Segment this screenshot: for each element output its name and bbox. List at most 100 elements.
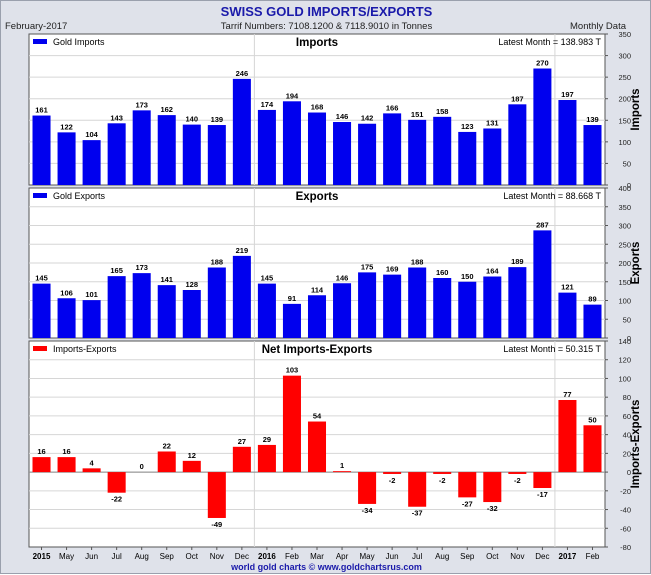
legend-label: Imports-Exports [53, 344, 117, 354]
y-tick-label: 250 [618, 73, 631, 82]
x-tick-label: Mar [310, 552, 324, 561]
data-label: 54 [313, 412, 322, 421]
bar [282, 375, 301, 473]
x-tick-label: Dec [235, 552, 249, 561]
x-tick-label: Feb [285, 552, 299, 561]
data-label: 89 [588, 295, 596, 304]
x-tick-label: Sep [460, 552, 475, 561]
bar [408, 472, 427, 507]
page-title: SWISS GOLD IMPORTS/EXPORTS [220, 4, 433, 19]
legend-swatch [33, 193, 47, 198]
data-label: 131 [486, 118, 499, 127]
data-label: 141 [160, 275, 173, 284]
bar [232, 255, 251, 338]
bar [433, 472, 452, 474]
y-tick-label: 350 [618, 30, 631, 39]
data-label: 101 [85, 290, 98, 299]
y-tick-label: 400 [618, 184, 631, 193]
bar [408, 119, 427, 185]
data-label: 50 [588, 415, 596, 424]
data-label: 169 [386, 265, 399, 274]
x-tick-label: 2017 [559, 552, 577, 561]
latest-month-label: Latest Month = 138.983 T [498, 37, 601, 47]
data-label: 189 [511, 257, 524, 266]
y-tick-label: 100 [618, 138, 631, 147]
data-label: 122 [60, 122, 73, 131]
y-tick-label: 60 [623, 412, 631, 421]
data-label: -49 [211, 520, 222, 529]
bar [483, 276, 502, 338]
bar [533, 230, 552, 338]
data-label: 106 [60, 288, 73, 297]
bar [433, 278, 452, 338]
bar [57, 457, 76, 473]
data-label: 188 [411, 258, 424, 267]
y-tick-label: -80 [620, 543, 631, 552]
x-tick-label: Jun [386, 552, 399, 561]
data-label: 158 [436, 107, 449, 116]
x-tick-label: Jun [85, 552, 98, 561]
bar [358, 272, 377, 338]
bar [207, 125, 226, 185]
data-label: -2 [439, 476, 446, 485]
x-tick-label: Aug [435, 552, 449, 561]
data-label: -2 [514, 476, 521, 485]
bar [558, 100, 577, 185]
bar [132, 110, 151, 185]
y-tick-label: 100 [618, 297, 631, 306]
x-tick-label: May [360, 552, 375, 561]
bar [458, 281, 477, 338]
x-tick-label: Jul [412, 552, 422, 561]
legend-label: Gold Imports [53, 37, 105, 47]
bar [458, 472, 477, 498]
panel-title: Exports [296, 191, 339, 203]
y-tick-label: 20 [623, 449, 631, 458]
data-label: 150 [461, 272, 474, 281]
data-label: -32 [487, 504, 498, 513]
bar [583, 304, 602, 338]
data-label: 164 [486, 267, 499, 276]
x-tick-label: Oct [486, 552, 499, 561]
latest-month-label: Latest Month = 50.315 T [503, 344, 601, 354]
y-tick-label: 80 [623, 393, 631, 402]
x-tick-label: Jul [112, 552, 122, 561]
y-tick-label: 200 [618, 95, 631, 104]
data-label: 4 [90, 458, 95, 467]
data-label: 146 [336, 273, 349, 282]
bar [282, 101, 301, 185]
panel-1: 0 50 100 150 200 250 300 350 161 122 104 143 173 162 1… [28, 30, 642, 190]
y-tick-label: 40 [623, 431, 631, 440]
y-tick-label: -60 [620, 524, 631, 533]
panel-title: Imports [296, 37, 338, 49]
frequency-label: Monthly Data [570, 21, 626, 32]
bar [408, 267, 427, 338]
data-label: -27 [462, 499, 473, 508]
data-label: 16 [62, 447, 70, 456]
y-tick-label: 120 [618, 356, 631, 365]
bar [307, 295, 327, 338]
footer-credit: world gold charts © www.goldchartsrus.co… [231, 562, 422, 572]
latest-month-label: Latest Month = 88.668 T [503, 191, 601, 201]
y-tick-label: 350 [618, 203, 631, 212]
panel-2: 0 50 100 150 200 250 300 350 400 145 106 101 165 173 1… [28, 184, 642, 343]
data-label: -34 [362, 506, 374, 515]
y-tick-label: 200 [618, 259, 631, 268]
y-axis-title: Imports-Exports [630, 400, 642, 489]
data-label: 142 [361, 114, 374, 123]
data-label: 187 [511, 94, 524, 103]
bar [257, 109, 276, 185]
data-label: 173 [135, 263, 148, 272]
data-label: 151 [411, 110, 424, 119]
bar [107, 472, 126, 493]
data-label: 246 [236, 69, 249, 78]
y-tick-label: 50 [623, 159, 631, 168]
bar [358, 123, 377, 185]
data-label: 173 [135, 100, 148, 109]
bar [32, 457, 51, 473]
data-label: 287 [536, 220, 549, 229]
data-label: 139 [586, 115, 599, 124]
bar [483, 128, 502, 185]
data-label: 175 [361, 262, 374, 271]
